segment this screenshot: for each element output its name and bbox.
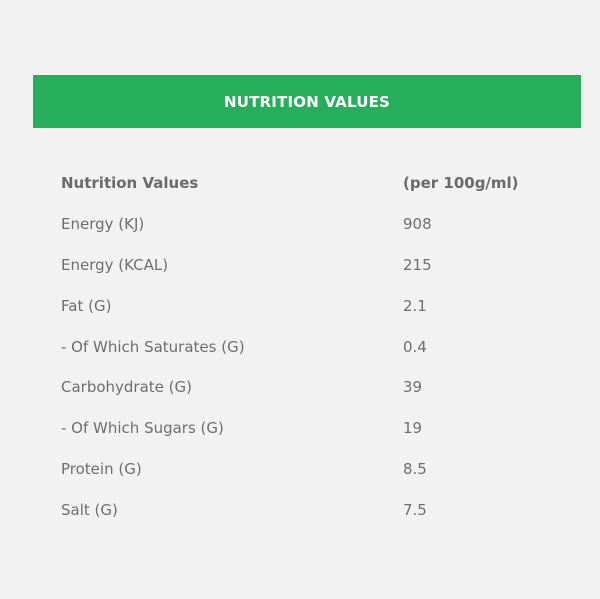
nutrient-value: 39 bbox=[403, 378, 423, 397]
table-row: Fat (G) 2.1 bbox=[61, 285, 561, 326]
nutrition-table: Nutrition Values (per 100g/ml) Energy (K… bbox=[61, 163, 561, 530]
table-row: - Of Which Saturates (G) 0.4 bbox=[61, 326, 561, 367]
header-title: NUTRITION VALUES bbox=[223, 92, 391, 111]
nutrient-value: 2.1 bbox=[403, 296, 427, 315]
column-header-amount: (per 100g/ml) bbox=[403, 174, 519, 193]
nutrient-name: Fat (G) bbox=[61, 296, 112, 315]
table-row: Energy (KJ) 908 bbox=[61, 204, 561, 245]
column-header-nutrient: Nutrition Values bbox=[61, 174, 199, 193]
nutrient-name: Protein (G) bbox=[61, 459, 142, 478]
nutrient-name: - Of Which Saturates (G) bbox=[61, 337, 245, 356]
nutrient-name: Energy (KJ) bbox=[61, 215, 145, 234]
table-row: Salt (G) 7.5 bbox=[61, 489, 561, 530]
nutrient-name: Salt (G) bbox=[61, 500, 118, 519]
table-row: Energy (KCAL) 215 bbox=[61, 245, 561, 286]
nutrient-name: - Of Which Sugars (G) bbox=[61, 419, 224, 438]
nutrient-value: 19 bbox=[403, 419, 423, 438]
nutrition-values-header: NUTRITION VALUES bbox=[33, 75, 581, 128]
nutrient-name: Carbohydrate (G) bbox=[61, 378, 193, 397]
table-header-row: Nutrition Values (per 100g/ml) bbox=[61, 163, 561, 204]
table-row: - Of Which Sugars (G) 19 bbox=[61, 408, 561, 449]
nutrient-value: 908 bbox=[403, 215, 432, 234]
nutrient-value: 8.5 bbox=[403, 459, 427, 478]
nutrient-value: 215 bbox=[403, 255, 432, 274]
nutrient-value: 0.4 bbox=[403, 337, 427, 356]
table-row: Carbohydrate (G) 39 bbox=[61, 367, 561, 408]
table-row: Protein (G) 8.5 bbox=[61, 449, 561, 490]
nutrient-name: Energy (KCAL) bbox=[61, 255, 169, 274]
nutrient-value: 7.5 bbox=[403, 500, 427, 519]
